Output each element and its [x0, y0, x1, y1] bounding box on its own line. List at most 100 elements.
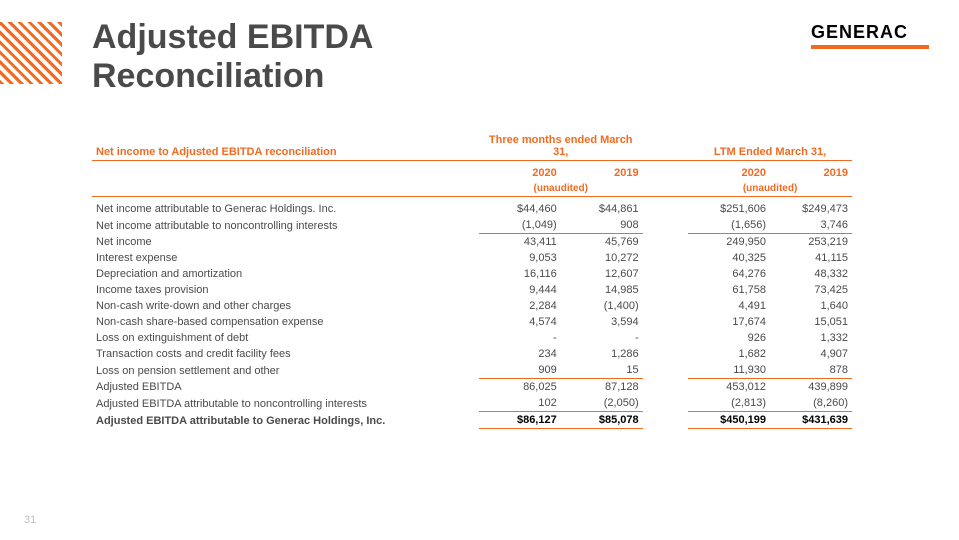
row-val: 41,115	[770, 250, 852, 266]
row-val: 2,284	[479, 298, 561, 314]
row-val: 249,950	[688, 234, 770, 251]
row-label: Adjusted EBITDA	[92, 379, 479, 396]
row-val: 64,276	[688, 266, 770, 282]
row-label: Transaction costs and credit facility fe…	[92, 346, 479, 362]
row-val: 1,332	[770, 330, 852, 346]
row-val: 73,425	[770, 282, 852, 298]
unaudited-ltm: (unaudited)	[688, 181, 852, 197]
table-section-heading: Net income to Adjusted EBITDA reconcilia…	[92, 132, 479, 161]
row-val: 102	[479, 395, 561, 412]
row-val: 15	[561, 362, 643, 379]
row-val: 253,219	[770, 234, 852, 251]
table-row: Depreciation and amortization16,11612,60…	[92, 266, 852, 282]
row-val: (1,400)	[561, 298, 643, 314]
row-val: 926	[688, 330, 770, 346]
row-val: 439,899	[770, 379, 852, 396]
row-val: $44,861	[561, 201, 643, 217]
page-title: Adjusted EBITDA Reconciliation	[92, 18, 373, 96]
row-val: 87,128	[561, 379, 643, 396]
row-label: Non-cash write-down and other charges	[92, 298, 479, 314]
table-row: Interest expense9,05310,272 40,32541,115	[92, 250, 852, 266]
row-val: $251,606	[688, 201, 770, 217]
table-row: Loss on pension settlement and other9091…	[92, 362, 852, 379]
row-val: 86,025	[479, 379, 561, 396]
row-label: Interest expense	[92, 250, 479, 266]
row-label: Income taxes provision	[92, 282, 479, 298]
row-val: (2,050)	[561, 395, 643, 412]
table-row: Adjusted EBITDA attributable to noncontr…	[92, 395, 852, 412]
row-label: Adjusted EBITDA attributable to Generac …	[92, 412, 479, 429]
year-ltm-2019: 2019	[770, 165, 852, 181]
row-val: 9,053	[479, 250, 561, 266]
row-val: 12,607	[561, 266, 643, 282]
row-val: 10,272	[561, 250, 643, 266]
row-label: Loss on pension settlement and other	[92, 362, 479, 379]
row-val: 61,758	[688, 282, 770, 298]
row-label: Net income attributable to noncontrollin…	[92, 217, 479, 234]
row-val: 48,332	[770, 266, 852, 282]
row-val: (2,813)	[688, 395, 770, 412]
row-label: Depreciation and amortization	[92, 266, 479, 282]
row-val: 14,985	[561, 282, 643, 298]
row-val: 1,682	[688, 346, 770, 362]
row-val: 9,444	[479, 282, 561, 298]
table-row: Net income43,41145,769 249,950253,219	[92, 234, 852, 251]
row-val: 878	[770, 362, 852, 379]
row-val: (1,049)	[479, 217, 561, 234]
row-val: 4,574	[479, 314, 561, 330]
row-val: 234	[479, 346, 561, 362]
brand-logo: GENERAC	[811, 22, 929, 49]
table-row: Adjusted EBITDA attributable to Generac …	[92, 412, 852, 429]
table-row: Non-cash write-down and other charges2,2…	[92, 298, 852, 314]
row-val: $450,199	[688, 412, 770, 429]
year-q-2019: 2019	[561, 165, 643, 181]
row-label: Adjusted EBITDA attributable to noncontr…	[92, 395, 479, 412]
row-val: 908	[561, 217, 643, 234]
table-row: Net income attributable to noncontrollin…	[92, 217, 852, 234]
table-row: Loss on extinguishment of debt--9261,332	[92, 330, 852, 346]
row-val: -	[479, 330, 561, 346]
row-val: 3,746	[770, 217, 852, 234]
row-val: 1,286	[561, 346, 643, 362]
row-val: 4,491	[688, 298, 770, 314]
row-val: 453,012	[688, 379, 770, 396]
year-ltm-2020: 2020	[688, 165, 770, 181]
row-val: -	[561, 330, 643, 346]
row-label: Net income	[92, 234, 479, 251]
brand-logo-text: GENERAC	[811, 22, 929, 43]
table-row: Non-cash share-based compensation expens…	[92, 314, 852, 330]
row-label: Net income attributable to Generac Holdi…	[92, 201, 479, 217]
table-row: Net income attributable to Generac Holdi…	[92, 201, 852, 217]
row-val: 40,325	[688, 250, 770, 266]
row-label: Non-cash share-based compensation expens…	[92, 314, 479, 330]
table-row: Transaction costs and credit facility fe…	[92, 346, 852, 362]
row-val: 1,640	[770, 298, 852, 314]
row-val: 17,674	[688, 314, 770, 330]
row-val: 45,769	[561, 234, 643, 251]
unaudited-q: (unaudited)	[479, 181, 643, 197]
row-val: $44,460	[479, 201, 561, 217]
table-row: Income taxes provision9,44414,985 61,7587…	[92, 282, 852, 298]
row-val: (1,656)	[688, 217, 770, 234]
page-number: 31	[24, 514, 36, 526]
table-row: Adjusted EBITDA86,02587,128 453,012439,89…	[92, 379, 852, 396]
slide-accent-hatch	[0, 22, 62, 84]
ebitda-table: Net income to Adjusted EBITDA reconcilia…	[92, 132, 852, 429]
period-group-2: LTM Ended March 31,	[688, 132, 852, 161]
row-val: 16,116	[479, 266, 561, 282]
row-val: 43,411	[479, 234, 561, 251]
year-q-2020: 2020	[479, 165, 561, 181]
row-val: (8,260)	[770, 395, 852, 412]
row-val: 4,907	[770, 346, 852, 362]
row-val: 15,051	[770, 314, 852, 330]
row-val: $85,078	[561, 412, 643, 429]
brand-logo-underline	[811, 45, 929, 49]
row-val: $431,639	[770, 412, 852, 429]
row-label: Loss on extinguishment of debt	[92, 330, 479, 346]
row-val: 909	[479, 362, 561, 379]
row-val: $86,127	[479, 412, 561, 429]
row-val: 11,930	[688, 362, 770, 379]
row-val: 3,594	[561, 314, 643, 330]
period-group-1: Three months ended March 31,	[479, 132, 643, 161]
row-val: $249,473	[770, 201, 852, 217]
